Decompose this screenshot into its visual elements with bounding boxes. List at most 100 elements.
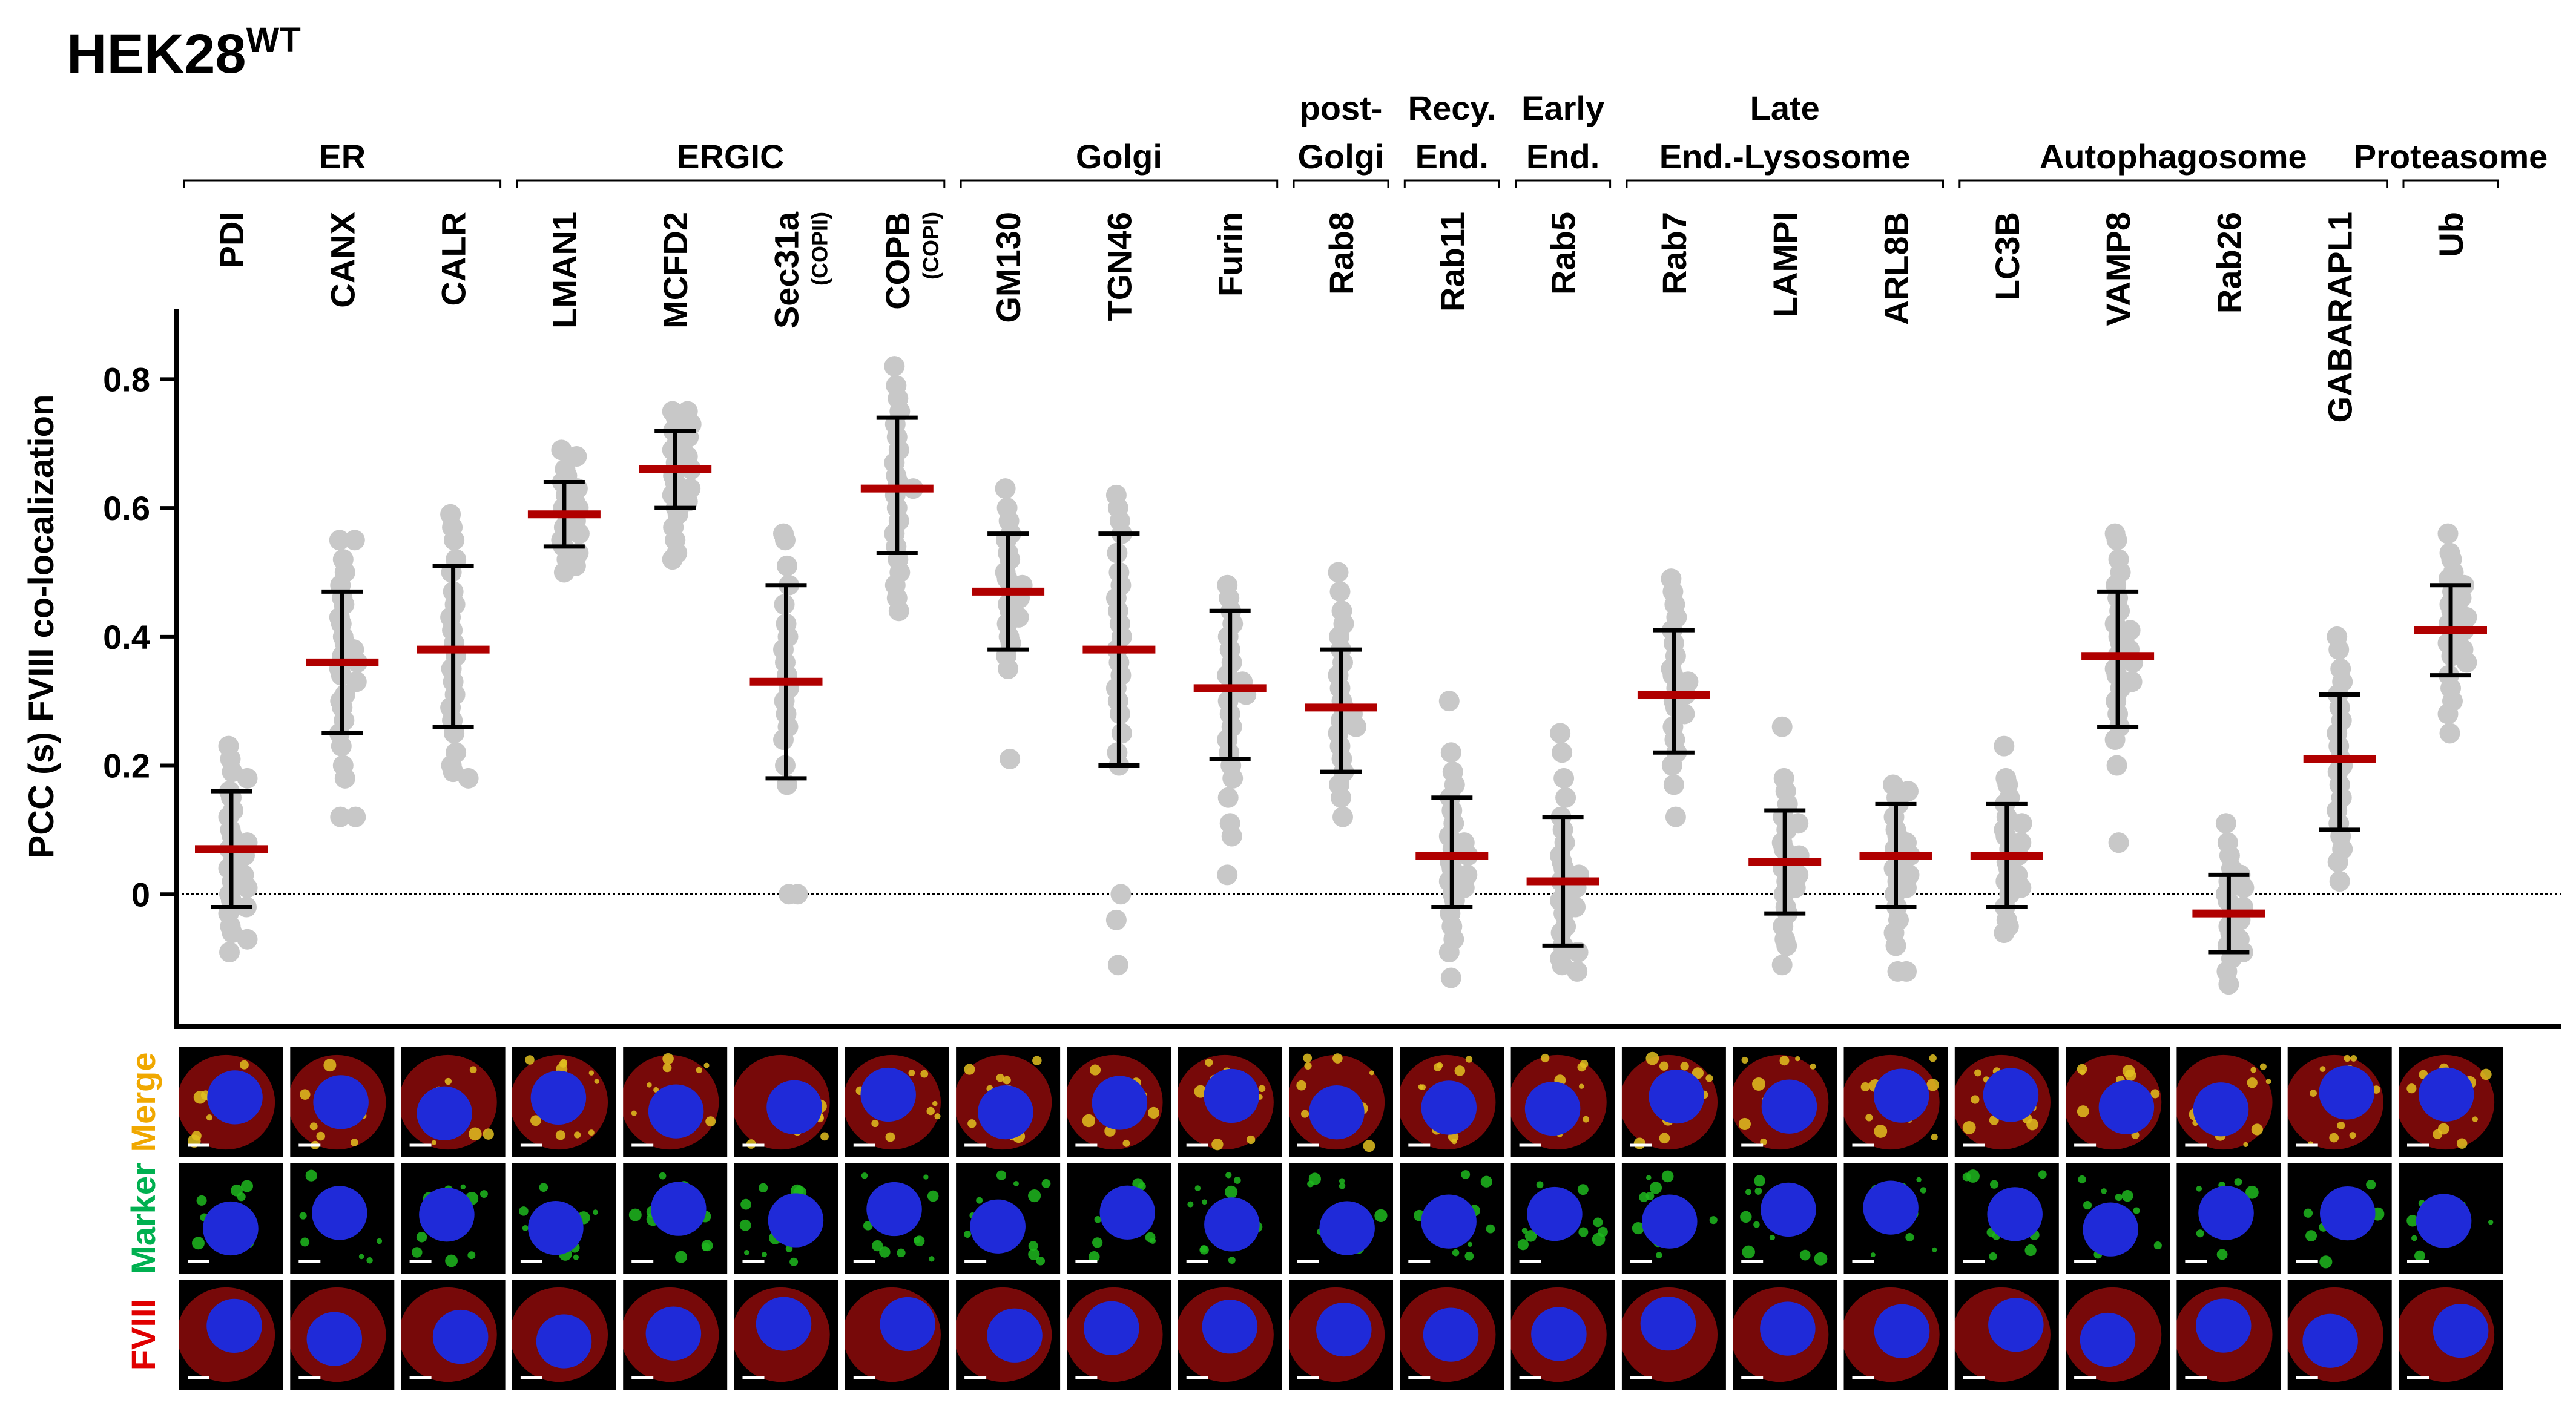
data-point [1994, 735, 2015, 757]
tile-border [2063, 1045, 2173, 1160]
marker-puncta [1633, 1137, 1645, 1149]
marker-puncta [2265, 1079, 2271, 1085]
marker-puncta [662, 1053, 674, 1065]
marker-puncta [469, 1066, 477, 1074]
tile-border [1730, 1277, 1840, 1392]
nucleus-stain [766, 1080, 822, 1134]
data-point [1328, 562, 1349, 583]
marker-puncta [1303, 1053, 1313, 1063]
tile-border [1619, 1161, 1728, 1276]
micrograph-tile [731, 1161, 841, 1276]
nucleus-stain [528, 1201, 584, 1255]
marker-puncta [411, 1247, 423, 1258]
nucleus-stain [1983, 1068, 2039, 1122]
nucleus-stain [1531, 1307, 1587, 1361]
data-point [2106, 755, 2127, 776]
data-point [1896, 961, 1917, 982]
micrograph-tile [288, 1045, 397, 1160]
tile-border [2063, 1277, 2173, 1392]
micrograph-tile [1841, 1045, 1951, 1160]
micrograph-tile [1841, 1161, 1951, 1276]
data-point [1661, 755, 1682, 776]
y-axis-label: PCC (s) FVIII co-localization [22, 395, 61, 859]
marker-puncta [1199, 1245, 1209, 1255]
marker-puncta [1659, 1061, 1669, 1071]
marker-puncta [964, 1064, 975, 1075]
micrograph-tile [177, 1161, 286, 1276]
micrograph-tile [1286, 1045, 1395, 1160]
marker-sublabel: (COPI) [918, 212, 943, 280]
micrograph-tile [2396, 1045, 2505, 1160]
marker-sublabel: (COPII) [808, 212, 832, 286]
marker-puncta [1138, 1182, 1146, 1191]
marker-puncta [1931, 1133, 1938, 1141]
micrograph-tile [2285, 1161, 2394, 1276]
nucleus-stain [645, 1306, 702, 1361]
data-point [1332, 806, 1353, 827]
marker-puncta [196, 1195, 207, 1206]
tile-border [2174, 1045, 2284, 1160]
micrograph-tile [1397, 1161, 1507, 1276]
micrograph-row-label-part: Marker [124, 1163, 162, 1274]
marker-puncta [1028, 1241, 1038, 1251]
nucleus-stain [1760, 1301, 1816, 1356]
micrograph-tile [509, 1161, 619, 1276]
data-point [2456, 652, 2477, 673]
marker-puncta [1088, 1251, 1100, 1263]
marker-puncta [1593, 1217, 1603, 1228]
data-point [2328, 639, 2350, 660]
data-point [1994, 922, 2015, 944]
tile-border [954, 1161, 1063, 1276]
nucleus-stain [536, 1314, 592, 1369]
data-point [1438, 691, 1460, 712]
nucleus-stain [1202, 1300, 1258, 1354]
micrograph-tile [842, 1277, 952, 1392]
marker-puncta [1363, 1140, 1375, 1152]
marker-puncta [1989, 1252, 1997, 1261]
micrograph-tile [2174, 1045, 2284, 1160]
marker-puncta [2083, 1201, 2092, 1210]
data-point [330, 806, 351, 827]
marker-puncta [759, 1183, 768, 1192]
marker-puncta [996, 1170, 1007, 1180]
marker-puncta [1225, 1185, 1238, 1198]
micrograph-row-label: Marker [124, 1163, 162, 1274]
marker-puncta [2406, 1083, 2417, 1094]
data-point [2106, 530, 2127, 551]
nucleus-stain [866, 1182, 922, 1237]
y-tick-label: 0.8 [103, 360, 150, 398]
data-point [998, 659, 1019, 679]
marker-puncta [789, 1257, 799, 1266]
marker-puncta [316, 1131, 326, 1141]
marker-puncta [2196, 1229, 2204, 1238]
marker-puncta [1974, 1069, 1981, 1077]
data-point [1552, 742, 1573, 763]
micrograph-tile [1730, 1277, 1840, 1392]
marker-puncta [2406, 1215, 2419, 1227]
marker-puncta [469, 1127, 482, 1141]
marker-puncta [1966, 1169, 1980, 1183]
tile-border [509, 1045, 619, 1160]
marker-puncta [2319, 1066, 2326, 1072]
marker-puncta [1194, 1085, 1207, 1098]
marker-puncta [934, 1113, 941, 1120]
tile-border [1619, 1277, 1728, 1392]
marker-puncta [1041, 1179, 1051, 1188]
nucleus-stain [2302, 1313, 2358, 1368]
data-point [1771, 716, 1793, 737]
marker-puncta [2101, 1188, 2107, 1194]
nucleus-stain [987, 1308, 1043, 1363]
group-label: Golgi [1297, 137, 1384, 176]
micrograph-row-label-part: Merge [124, 1053, 162, 1152]
tile-border [1841, 1277, 1951, 1392]
tile-border [621, 1277, 730, 1392]
micrograph-tile [1397, 1277, 1507, 1392]
marker-puncta [1814, 1252, 1828, 1266]
marker-puncta [1753, 1221, 1760, 1228]
micrograph-tile [1508, 1277, 1618, 1392]
marker-puncta [2038, 1170, 2047, 1179]
marker-puncta [479, 1190, 488, 1198]
marker-puncta [358, 1254, 364, 1260]
group-bracket [1958, 179, 2388, 188]
nucleus-stain [860, 1067, 916, 1122]
